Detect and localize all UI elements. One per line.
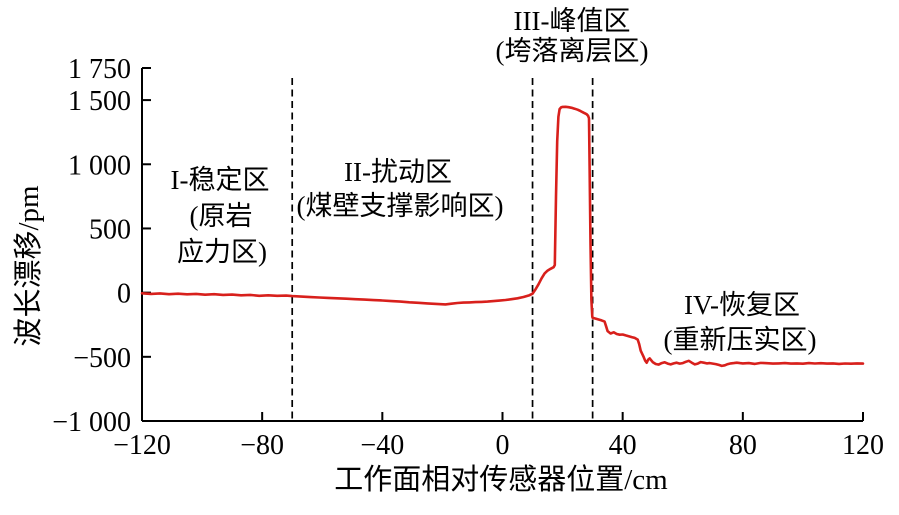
y-axis-title: 波长漂移/pm bbox=[12, 185, 45, 347]
region-3-label: III-峰值区 (垮落离层区) bbox=[496, 6, 649, 66]
region-4-line-2: (重新压实区) bbox=[664, 325, 817, 355]
x-axis-title: 工作面相对传感器位置/cm bbox=[334, 463, 668, 496]
x-tick-label: −120 bbox=[113, 430, 171, 461]
region-1-line-1: I-稳定区 bbox=[171, 165, 270, 195]
region-1-line-2: (原岩 bbox=[190, 201, 253, 231]
x-tick-label: 80 bbox=[729, 430, 757, 461]
region-1-line-3: 应力区) bbox=[177, 237, 267, 267]
x-tick-group: −120 −80 −40 0 40 80 120 bbox=[113, 412, 884, 461]
region-1-label: I-稳定区 (原岩 应力区) bbox=[171, 165, 270, 267]
y-tick-label: −500 bbox=[73, 343, 131, 374]
x-tick-label: 120 bbox=[842, 430, 884, 461]
region-3-line-1: III-峰值区 bbox=[514, 6, 631, 36]
wavelength-drift-curve bbox=[140, 105, 865, 368]
region-4-line-1: IV-恢复区 bbox=[684, 290, 800, 320]
y-tick-label: 1 750 bbox=[68, 54, 131, 85]
y-tick-label: 0 bbox=[117, 279, 131, 310]
region-2-line-2: (煤壁支撑影响区) bbox=[297, 191, 504, 221]
y-tick-label: 1 000 bbox=[68, 150, 131, 181]
y-tick-label: −1 000 bbox=[52, 407, 131, 438]
x-tick-label: −80 bbox=[240, 430, 284, 461]
region-4-label: IV-恢复区 (重新压实区) bbox=[664, 290, 817, 355]
x-tick-label: 0 bbox=[496, 430, 510, 461]
region-2-label: II-扰动区 (煤壁支撑影响区) bbox=[297, 157, 504, 221]
y-tick-label: 1 500 bbox=[68, 86, 131, 117]
region-3-line-2: (垮落离层区) bbox=[496, 36, 649, 66]
region-boundaries-group bbox=[291, 78, 594, 421]
y-tick-label: 500 bbox=[89, 214, 131, 245]
region-2-line-1: II-扰动区 bbox=[344, 157, 452, 187]
x-tick-label: −40 bbox=[360, 430, 404, 461]
x-tick-label: 40 bbox=[609, 430, 637, 461]
